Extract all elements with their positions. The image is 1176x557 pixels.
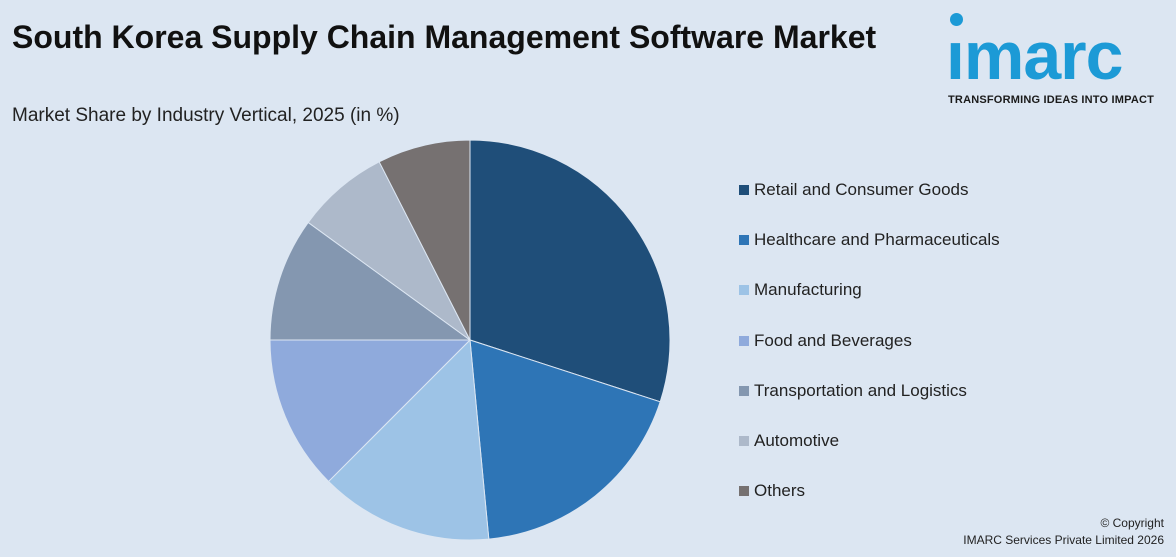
legend-label: Retail and Consumer Goods bbox=[754, 180, 969, 199]
legend-item: Food and Beverages bbox=[739, 327, 1000, 377]
logo-wordmark: imarc bbox=[946, 18, 1123, 94]
legend-label: Food and Beverages bbox=[754, 330, 912, 350]
legend-item: Others bbox=[739, 477, 1000, 527]
legend-swatch bbox=[739, 486, 749, 497]
legend-swatch bbox=[739, 335, 749, 346]
pie-slice-retail-and-consumer-goods bbox=[469, 139, 671, 403]
chart-legend: Retail and Consumer Goods Healthcare and … bbox=[739, 176, 1000, 527]
legend-swatch bbox=[739, 235, 749, 246]
logo-dot-icon bbox=[950, 13, 963, 26]
chart-subtitle: Market Share by Industry Vertical, 2025 … bbox=[12, 105, 400, 126]
copyright-line2: IMARC Services Private Limited 2026 bbox=[963, 533, 1164, 547]
chart-title: South Korea Supply Chain Management Soft… bbox=[12, 19, 877, 55]
pie-chart-svg bbox=[269, 139, 671, 541]
pie-slice-others bbox=[378, 139, 471, 341]
legend-swatch bbox=[739, 285, 749, 296]
imarc-logo: imarc TRANSFORMING IDEAS INTO IMPACT bbox=[946, 10, 1172, 110]
legend-label: Automotive bbox=[754, 430, 840, 450]
pie-slice-transportation-and-logistics bbox=[269, 221, 472, 341]
logo-tagline: TRANSFORMING IDEAS INTO IMPACT bbox=[948, 94, 1155, 106]
legend-label: Others bbox=[754, 481, 806, 501]
copyright-line1: © Copyright bbox=[1100, 516, 1164, 530]
legend-swatch bbox=[739, 435, 749, 446]
legend-swatch bbox=[739, 185, 749, 195]
copyright: © Copyright IMARC Services Private Limit… bbox=[963, 515, 1164, 549]
legend-item: Automotive bbox=[739, 427, 1000, 477]
legend-label: Manufacturing bbox=[754, 280, 862, 300]
legend-item: Manufacturing bbox=[739, 276, 1000, 326]
pie-slice-food-and-beverages bbox=[269, 339, 472, 483]
legend-label: Transportation and Logistics bbox=[754, 380, 967, 400]
legend-swatch bbox=[739, 385, 749, 396]
pie-chart bbox=[260, 130, 680, 550]
legend-item: Healthcare and Pharmaceuticals bbox=[739, 226, 1000, 276]
legend-item: Retail and Consumer Goods bbox=[739, 176, 1000, 226]
pie-slice-healthcare-and-pharmaceuticals bbox=[469, 339, 661, 540]
pie-slice-manufacturing bbox=[327, 338, 490, 541]
legend-item: Transportation and Logistics bbox=[739, 377, 1000, 427]
legend-label: Healthcare and Pharmaceuticals bbox=[754, 230, 1000, 250]
